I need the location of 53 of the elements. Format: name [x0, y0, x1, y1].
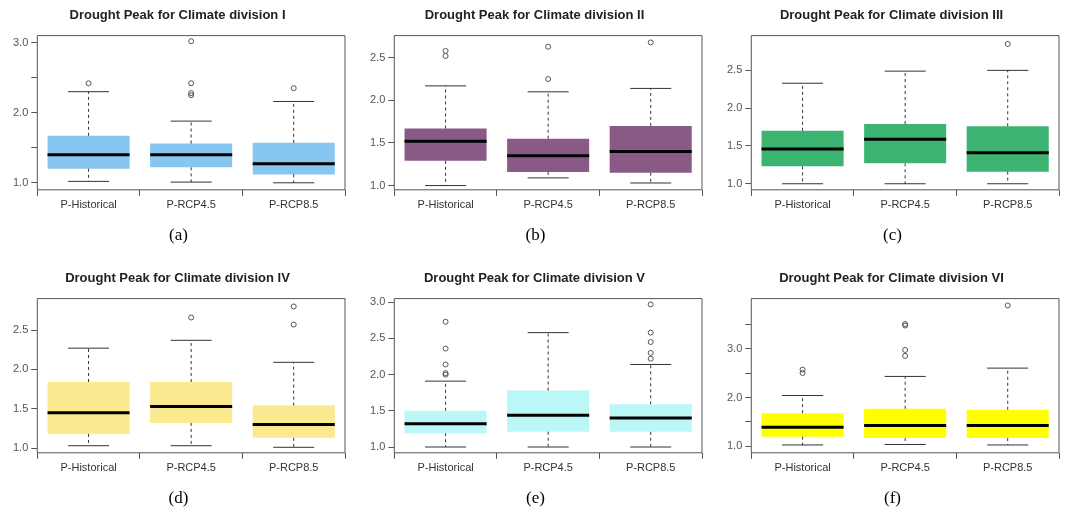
x-tick-label: P-RCP8.5: [268, 198, 319, 211]
text: (a): [168, 225, 189, 245]
y-tick-label: 1.0: [369, 440, 386, 453]
x-tick-label: P-Historical: [417, 461, 474, 474]
x-tick-label: P-RCP4.5: [166, 461, 216, 474]
y-tick-label: 3.0: [12, 35, 29, 48]
y-tick-label: 2.5: [369, 331, 386, 344]
y-tick-label: 1.0: [726, 439, 743, 452]
x-tick-label: P-RCP4.5: [523, 461, 573, 474]
x-tick-label: P-Historical: [60, 461, 117, 474]
y-tick-label: 2.0: [369, 93, 386, 106]
y-tick-label: 1.0: [726, 176, 743, 189]
x-tick-label: P-RCP4.5: [166, 198, 216, 211]
y-tick-label: 2.5: [12, 323, 29, 336]
y-tick-label: 2.0: [12, 362, 29, 375]
y-tick-label: 1.5: [12, 401, 29, 414]
chart-title: Drought Peak for Climate division III: [779, 7, 1004, 23]
y-tick-label: 1.0: [12, 175, 29, 188]
x-tick-label: P-Historical: [774, 461, 831, 474]
x-tick-label: P-RCP8.5: [625, 198, 676, 211]
chart-title: Drought Peak for Climate division II: [424, 7, 645, 23]
text: (f): [883, 488, 902, 508]
y-tick-label: 1.0: [12, 441, 29, 454]
y-tick-label: 1.5: [369, 135, 386, 148]
x-tick-label: P-Historical: [60, 198, 117, 211]
text: (d): [167, 488, 190, 508]
y-tick-label: 2.5: [369, 50, 386, 63]
text: (b): [524, 225, 547, 245]
chart-title: Drought Peak for Climate division I: [69, 7, 286, 23]
y-tick-label: 3.0: [369, 295, 386, 308]
text: (e): [525, 488, 546, 508]
x-tick-label: P-RCP8.5: [982, 198, 1033, 211]
x-tick-label: P-RCP8.5: [268, 461, 319, 474]
x-tick-label: P-RCP8.5: [982, 461, 1033, 474]
y-tick-label: 1.0: [369, 178, 386, 191]
x-tick-label: P-RCP4.5: [880, 198, 930, 211]
x-tick-label: P-RCP4.5: [880, 461, 930, 474]
chart-title: Drought Peak for Climate division VI: [779, 270, 1004, 286]
x-tick-label: P-RCP4.5: [523, 198, 573, 211]
chart-title: Drought Peak for Climate division V: [423, 270, 646, 286]
y-tick-label: 1.5: [369, 403, 386, 416]
y-tick-label: 2.0: [726, 390, 743, 403]
y-tick-label: 1.5: [726, 138, 743, 151]
y-tick-label: 2.5: [726, 63, 743, 76]
x-tick-label: P-RCP8.5: [625, 461, 676, 474]
text: (c): [882, 225, 903, 245]
y-tick-label: 2.0: [726, 101, 743, 114]
x-tick-label: P-Historical: [774, 198, 831, 211]
y-tick-label: 3.0: [726, 341, 743, 354]
x-tick-label: P-Historical: [417, 198, 474, 211]
y-tick-label: 2.0: [12, 105, 29, 118]
y-tick-label: 2.0: [369, 367, 386, 380]
chart-title: Drought Peak for Climate division IV: [65, 270, 291, 286]
